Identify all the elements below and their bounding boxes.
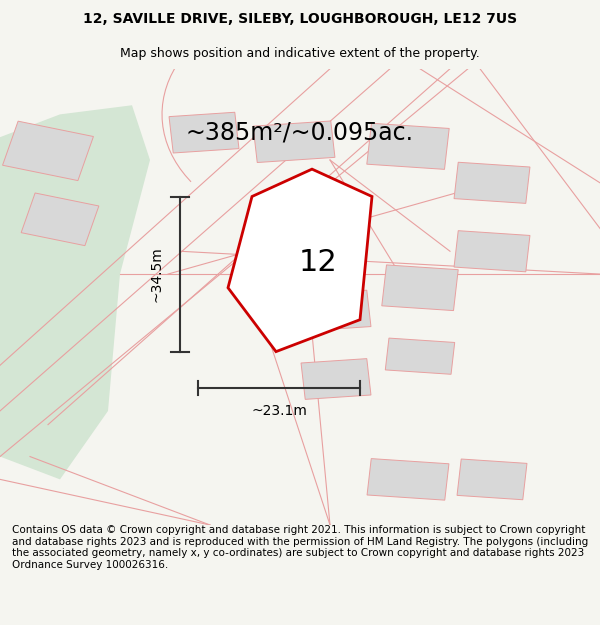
Text: Map shows position and indicative extent of the property.: Map shows position and indicative extent… [120, 48, 480, 61]
Text: ~23.1m: ~23.1m [251, 404, 307, 418]
Polygon shape [301, 290, 371, 331]
Polygon shape [454, 231, 530, 272]
Text: 12, SAVILLE DRIVE, SILEBY, LOUGHBOROUGH, LE12 7US: 12, SAVILLE DRIVE, SILEBY, LOUGHBOROUGH,… [83, 12, 517, 26]
Text: 12: 12 [299, 248, 337, 277]
Polygon shape [367, 123, 449, 169]
Polygon shape [228, 169, 372, 352]
Polygon shape [169, 112, 239, 153]
Polygon shape [385, 338, 455, 374]
Polygon shape [21, 193, 99, 246]
Polygon shape [253, 121, 335, 162]
Text: ~385m²/~0.095ac.: ~385m²/~0.095ac. [186, 121, 414, 144]
Text: Contains OS data © Crown copyright and database right 2021. This information is : Contains OS data © Crown copyright and d… [12, 525, 588, 570]
Polygon shape [382, 265, 458, 311]
Polygon shape [0, 105, 150, 479]
Polygon shape [454, 162, 530, 203]
Text: ~34.5m: ~34.5m [149, 246, 163, 302]
Polygon shape [367, 459, 449, 500]
Polygon shape [301, 359, 371, 399]
Polygon shape [457, 459, 527, 500]
Polygon shape [2, 121, 94, 181]
